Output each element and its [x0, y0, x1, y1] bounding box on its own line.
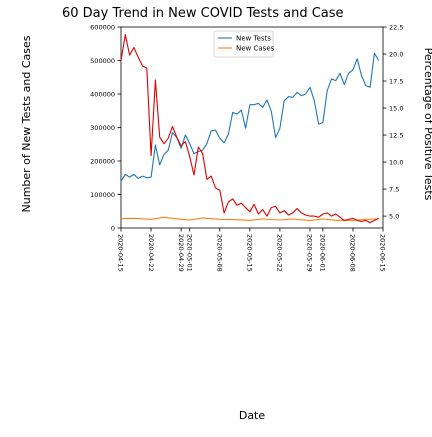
plot-area: 0 100000 200000 300000 400000 500000 600000 5.0…	[90, 23, 403, 271]
y-right-tick-label: 17.5	[389, 77, 403, 85]
y-right-tick-label: 5.0	[389, 212, 399, 220]
legend-label: New Cases	[236, 44, 275, 52]
x-tick-label: 2020-06-15	[379, 234, 387, 272]
y-left-axis-label: Number of New Tests and Cases	[20, 35, 33, 212]
y-left-tick-label: 100000	[90, 191, 115, 199]
x-tick-label: 2020-05-08	[215, 234, 223, 272]
x-tick-label: 2020-04-15	[117, 234, 125, 272]
x-tick-label: 2020-05-15	[246, 234, 254, 272]
y-right-tick-label: 20.0	[389, 50, 403, 58]
y-left-tick-label: 0	[111, 224, 115, 232]
x-tick-label: 2020-05-01	[185, 234, 193, 272]
x-tick-label: 2020-04-29	[177, 234, 185, 272]
y-right-tick-label: 22.5	[389, 23, 403, 31]
x-tick-label: 2020-04-22	[147, 234, 155, 272]
y-left-tick-label: 300000	[90, 124, 115, 132]
y-right-tick-label: 7.5	[389, 185, 399, 193]
legend: New Tests New Cases	[213, 30, 275, 58]
legend-label: New Tests	[236, 34, 271, 42]
positive-percent-line	[120, 34, 379, 224]
chart-title: 60 Day Trend in New COVID Tests and Case	[62, 6, 344, 21]
x-tick-label: 2020-05-22	[276, 234, 284, 272]
y-left-tick-label: 200000	[90, 157, 115, 165]
y-left-tick-label: 600000	[90, 23, 115, 31]
x-tick-label: 2020-06-01	[319, 234, 327, 272]
x-tick-label: 2020-05-29	[306, 234, 314, 272]
y-left-tick-label: 500000	[90, 57, 115, 65]
x-tick-label: 2020-06-08	[349, 234, 357, 272]
y-right-tick-label: 15.0	[389, 104, 403, 112]
new-tests-line	[120, 52, 380, 182]
y-right-tick-label: 10.0	[389, 158, 403, 166]
y-left-tick-label: 400000	[90, 90, 115, 98]
y-right-axis-label: Percentage of Positive Tests	[422, 48, 432, 201]
x-axis-label: Date	[239, 409, 266, 422]
y-right-tick-label: 12.5	[389, 131, 403, 139]
new-cases-line	[120, 216, 379, 222]
